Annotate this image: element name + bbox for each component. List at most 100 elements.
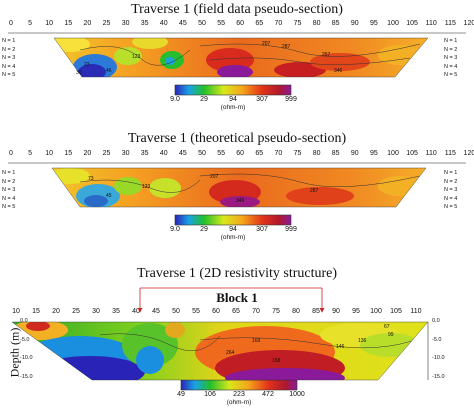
resistivity-structure-section (12, 322, 428, 380)
depth-axis-title: Depth (m) (7, 327, 22, 378)
structure-tick-label: 25 (72, 308, 80, 315)
distance-tick-label: 100 (387, 150, 399, 157)
colorbar-unit: (ohm-m) (226, 399, 252, 406)
distance-tick-label: 15 (64, 150, 73, 157)
depth-tick-label: -10.0 (20, 355, 33, 361)
colorbar-theoretical (174, 214, 292, 226)
structure-tick-label: 10 (12, 308, 20, 315)
distance-tick-label: 35 (140, 150, 149, 157)
structure-tick-label: 75 (272, 308, 280, 315)
structure-tick-label: 110 (410, 308, 422, 315)
n-level-label: N = 5 (2, 72, 16, 78)
distance-tick-label: 0 (9, 20, 13, 27)
contour-label: 207 (210, 174, 219, 180)
colorbar-tick-label: 9.0 (170, 96, 180, 103)
depth-tick-label: -5.0 (20, 336, 30, 343)
distance-tick-label: 10 (45, 150, 54, 157)
distance-tick-label: 110 (425, 20, 437, 27)
distance-tick-label: 85 (331, 20, 340, 27)
n-level-label: N = 4 (2, 63, 16, 70)
distance-tick-label: 30 (121, 150, 130, 157)
distance-tick-label: 85 (331, 150, 340, 157)
n-level-label: N = 5 (444, 204, 458, 210)
contour-label: 264 (226, 350, 235, 356)
colorbar-tick-label: 94 (229, 226, 237, 233)
distance-ruler-structure: 10 15 20 25 30 35 40 45 50 55 60 65 70 75 80 85 90 95 100 1… (8, 308, 468, 324)
colorbar-structure (180, 379, 298, 391)
distance-tick-label: 60 (236, 20, 245, 27)
distance-tick-label: 40 (159, 150, 168, 157)
distance-tick-label: 115 (444, 20, 456, 27)
depth-tick-label: -10.0 (432, 355, 445, 361)
distance-tick-label: 5 (28, 20, 33, 27)
n-level-label: N = 4 (2, 195, 16, 202)
n-level-label: N = 2 (444, 178, 458, 185)
contour-label: 146 (336, 344, 345, 350)
contour-label: 99 (388, 332, 394, 338)
distance-tick-label: 50 (198, 150, 206, 157)
structure-tick-label: 40 (132, 308, 140, 315)
distance-tick-label: 120 (463, 20, 474, 27)
n-level-label: N = 2 (444, 46, 458, 53)
colorbar-tick-label: 29 (200, 96, 208, 103)
contour-label: 169 (252, 338, 261, 344)
distance-tick-label: 40 (159, 20, 168, 27)
contour-label: 46 (106, 68, 112, 74)
distance-tick-label: 120 (463, 150, 474, 157)
n-level-label: N = 1 (444, 38, 458, 44)
distance-tick-label: 75 (293, 150, 302, 157)
distance-tick-label: 55 (217, 150, 225, 157)
distance-tick-label: 20 (83, 150, 92, 157)
distance-tick-label: 45 (178, 20, 187, 27)
structure-tick-label: 15 (32, 308, 40, 315)
distance-tick-label: 105 (406, 150, 418, 157)
contour-label: 45 (106, 193, 112, 199)
colorbar-unit: (ohm-m) (220, 234, 246, 241)
contour-label: 73 (88, 176, 94, 182)
contour-label: 30 (76, 70, 82, 76)
distance-tick-label: 115 (444, 150, 456, 157)
n-level-label: N = 1 (2, 170, 16, 176)
contour-label: 67 (384, 324, 390, 330)
distance-tick-label: 70 (274, 150, 283, 157)
contour-label: 257 (322, 52, 331, 58)
structure-tick-label: 70 (252, 308, 260, 315)
n-level-label: N = 3 (444, 187, 458, 193)
structure-tick-label: 65 (232, 308, 240, 315)
n-level-label: N = 3 (2, 187, 16, 193)
colorbar-tick-label: 307 (256, 226, 268, 233)
distance-tick-label: 55 (217, 20, 225, 27)
structure-tick-label: 95 (352, 308, 360, 315)
distance-tick-label: 90 (350, 20, 359, 27)
distance-tick-label: 50 (198, 20, 206, 27)
distance-tick-label: 45 (178, 150, 187, 157)
distance-tick-label: 95 (369, 20, 378, 27)
colorbar-field (174, 84, 292, 96)
colorbar-unit: (ohm-m) (220, 104, 246, 111)
n-level-label: N = 2 (2, 46, 16, 53)
distance-tick-label: 65 (255, 150, 264, 157)
distance-tick-label: 95 (369, 150, 378, 157)
structure-tick-label: 35 (112, 308, 120, 315)
distance-tick-label: 20 (83, 20, 92, 27)
colorbar-tick-label: 223 (233, 391, 245, 398)
colorbar-tick-label: 9.0 (170, 226, 180, 233)
contour-label: 287 (282, 44, 291, 50)
contour-label: 346 (334, 68, 343, 74)
block-label: Block 1 (216, 290, 258, 305)
colorbar-tick-label: 472 (262, 391, 274, 398)
contour-label: 207 (262, 41, 271, 47)
distance-tick-label: 110 (425, 150, 437, 157)
field-section-title: Traverse 1 (field data pseudo-section) (131, 2, 343, 17)
structure-tick-label: 80 (292, 308, 300, 315)
colorbar-tick-label: 999 (285, 226, 297, 233)
colorbar-tick-label: 307 (256, 96, 268, 103)
contour-label: 22 (84, 62, 90, 68)
depth-tick-label: -15.0 (20, 373, 33, 380)
theoretical-section-title: Traverse 1 (theoretical pseudo-section) (127, 131, 347, 146)
colorbar-tick-label: 29 (200, 226, 208, 233)
distance-tick-label: 25 (102, 150, 111, 157)
structure-tick-label: 30 (92, 308, 100, 315)
distance-tick-label: 75 (293, 20, 302, 27)
